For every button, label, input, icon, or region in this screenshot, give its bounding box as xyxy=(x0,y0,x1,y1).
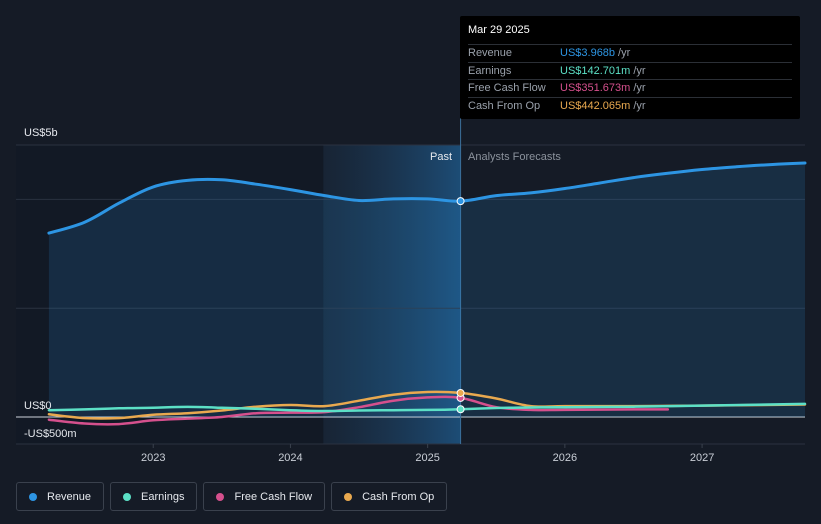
tooltip: Mar 29 2025 Revenue US$3.968b /yr Earnin… xyxy=(460,16,800,119)
series-lines xyxy=(47,161,807,426)
earnings-line xyxy=(47,402,807,413)
tooltip-label: Earnings xyxy=(468,64,512,77)
legend-label: Revenue xyxy=(47,490,92,503)
tooltip-unit: /yr xyxy=(633,82,646,95)
tooltip-value: US$3.968b xyxy=(560,47,616,60)
tooltip-label: Revenue xyxy=(468,47,513,60)
past-label: Past xyxy=(430,151,452,163)
revenue-area-fill xyxy=(48,163,805,417)
tooltip-label: Free Cash Flow xyxy=(468,82,546,95)
revenue-area xyxy=(48,163,805,417)
chart-background xyxy=(16,145,461,444)
revenue-marker xyxy=(456,197,465,206)
forecast-label: Analysts Forecasts xyxy=(468,151,561,163)
tooltip-unit: /yr xyxy=(618,47,631,60)
tooltip-label: Cash From Op xyxy=(468,99,541,112)
x-tick-label: 2025 xyxy=(415,452,439,464)
x-tick-label: 2023 xyxy=(141,452,165,464)
hover-markers xyxy=(456,197,465,414)
revenue-line xyxy=(47,161,807,235)
tooltip-unit: /yr xyxy=(633,64,646,77)
tooltip-value: US$442.065m xyxy=(560,99,631,112)
legend-label: Earnings xyxy=(141,490,185,503)
legend-label: Free Cash Flow xyxy=(234,490,313,503)
x-tick-label: 2024 xyxy=(278,452,302,464)
x-axis-ticks: 2023 2024 2025 2026 2027 xyxy=(141,444,714,464)
tooltip-unit: /yr xyxy=(633,99,646,112)
axis-labels: US$5b US$0 -US$500m Past Analysts Foreca… xyxy=(24,127,561,440)
cash-from-op-dot-icon xyxy=(344,492,353,501)
cash-from-op-marker xyxy=(456,388,465,397)
legend-item-earnings[interactable]: Earnings xyxy=(110,482,198,511)
legend: Revenue Earnings Free Cash Flow Cash Fro… xyxy=(16,482,448,511)
earnings-dot-icon xyxy=(123,492,132,501)
tooltip-row-free-cash-flow: Free Cash Flow US$351.673m /yr xyxy=(468,79,792,97)
x-tick-label: 2027 xyxy=(690,452,714,464)
x-tick-label: 2026 xyxy=(553,452,577,464)
y-label-top: US$5b xyxy=(24,127,58,139)
gridlines xyxy=(16,118,805,445)
revenue-dot-icon xyxy=(29,492,37,501)
legend-item-free-cash-flow[interactable]: Free Cash Flow xyxy=(203,482,326,511)
tooltip-row-earnings: Earnings US$142.701m /yr xyxy=(468,61,792,80)
tooltip-date: Mar 29 2025 xyxy=(468,24,530,36)
past-region xyxy=(16,145,324,444)
tooltip-row-revenue: Revenue US$3.968b /yr xyxy=(468,44,792,62)
tooltip-value: US$351.673m xyxy=(560,82,631,95)
tooltip-value: US$142.701m xyxy=(560,64,631,77)
legend-item-revenue[interactable]: Revenue xyxy=(16,482,105,511)
free-cash-flow-dot-icon xyxy=(216,492,225,501)
legend-item-cash-from-op[interactable]: Cash From Op xyxy=(331,482,448,511)
tooltip-row-cash-from-op: Cash From Op US$442.065m /yr xyxy=(468,96,792,115)
y-label-zero: US$0 xyxy=(24,400,52,412)
earnings-marker xyxy=(456,405,465,414)
y-label-bottom: -US$500m xyxy=(24,428,77,440)
legend-label: Cash From Op xyxy=(362,490,435,503)
